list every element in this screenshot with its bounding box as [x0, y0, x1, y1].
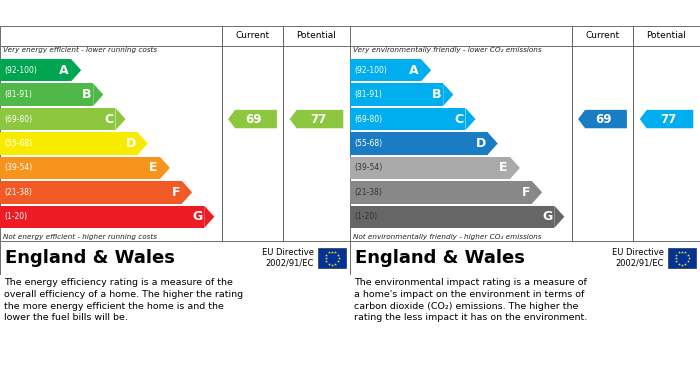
Polygon shape [554, 206, 564, 228]
Polygon shape [466, 108, 475, 130]
Polygon shape [488, 132, 498, 155]
Text: 69: 69 [596, 113, 612, 126]
Bar [0, 46, 222, 241]
Text: Energy Efficiency Rating: Energy Efficiency Rating [8, 7, 172, 20]
Text: (92-100): (92-100) [4, 66, 37, 75]
Text: Current: Current [235, 32, 270, 41]
Text: C: C [454, 113, 463, 126]
Text: England & Wales: England & Wales [355, 249, 525, 267]
Text: (39-54): (39-54) [354, 163, 382, 172]
Text: D: D [125, 137, 136, 150]
Bar [633, 26, 700, 46]
Bar [0, 108, 116, 130]
Text: (39-54): (39-54) [4, 163, 32, 172]
Text: Very energy efficient - lower running costs: Very energy efficient - lower running co… [3, 47, 157, 53]
Bar [222, 26, 283, 46]
Bar [0, 206, 204, 228]
Text: A: A [60, 64, 69, 77]
Text: (81-91): (81-91) [4, 90, 32, 99]
Bar [0, 181, 182, 204]
Text: G: G [542, 210, 552, 223]
Bar [350, 157, 510, 179]
Text: F: F [522, 186, 530, 199]
Polygon shape [578, 110, 627, 128]
Text: (81-91): (81-91) [354, 90, 382, 99]
Text: B: B [432, 88, 441, 101]
Bar [350, 108, 466, 130]
Text: 77: 77 [310, 113, 326, 126]
Text: Potential: Potential [647, 32, 687, 41]
Text: (21-38): (21-38) [354, 188, 382, 197]
Text: D: D [475, 137, 486, 150]
Text: Not energy efficient - higher running costs: Not energy efficient - higher running co… [3, 234, 157, 240]
Bar [0, 26, 222, 46]
Text: Not environmentally friendly - higher CO₂ emissions: Not environmentally friendly - higher CO… [353, 234, 542, 240]
Polygon shape [510, 157, 520, 179]
Text: Potential: Potential [297, 32, 337, 41]
Bar [283, 46, 350, 241]
Text: B: B [82, 88, 91, 101]
Text: C: C [104, 113, 113, 126]
Bar [0, 157, 160, 179]
Bar [318, 248, 346, 268]
Polygon shape [443, 83, 454, 106]
Bar [0, 59, 71, 81]
Text: Environmental Impact (CO₂) Rating: Environmental Impact (CO₂) Rating [358, 7, 591, 20]
Text: (69-80): (69-80) [4, 115, 32, 124]
Text: (55-68): (55-68) [354, 139, 382, 148]
Text: 69: 69 [246, 113, 262, 126]
Text: F: F [172, 186, 180, 199]
Text: The energy efficiency rating is a measure of the
overall efficiency of a home. T: The energy efficiency rating is a measur… [4, 278, 243, 323]
Bar [350, 181, 532, 204]
Text: 77: 77 [660, 113, 676, 126]
Polygon shape [116, 108, 125, 130]
Polygon shape [138, 132, 148, 155]
Bar [0, 83, 93, 106]
Bar [633, 46, 700, 241]
Text: G: G [192, 210, 202, 223]
Text: EU Directive
2002/91/EC: EU Directive 2002/91/EC [612, 248, 664, 268]
Text: England & Wales: England & Wales [5, 249, 175, 267]
Text: A: A [410, 64, 419, 77]
Bar [350, 26, 572, 46]
Bar [572, 26, 633, 46]
Bar [0, 132, 138, 155]
Bar [668, 248, 696, 268]
Bar [350, 83, 443, 106]
Text: (69-80): (69-80) [354, 115, 382, 124]
Text: (1-20): (1-20) [4, 212, 27, 221]
Bar [572, 46, 633, 241]
Bar [350, 46, 572, 241]
Polygon shape [160, 157, 170, 179]
Text: E: E [499, 161, 508, 174]
Text: (55-68): (55-68) [4, 139, 32, 148]
Polygon shape [204, 206, 214, 228]
Polygon shape [93, 83, 104, 106]
Polygon shape [290, 110, 343, 128]
Polygon shape [532, 181, 542, 204]
Bar [222, 46, 283, 241]
Polygon shape [71, 59, 81, 81]
Bar [350, 59, 421, 81]
Polygon shape [182, 181, 192, 204]
Bar [350, 132, 488, 155]
Text: (21-38): (21-38) [4, 188, 32, 197]
Bar [283, 26, 350, 46]
Polygon shape [640, 110, 693, 128]
Text: Very environmentally friendly - lower CO₂ emissions: Very environmentally friendly - lower CO… [353, 47, 542, 53]
Text: E: E [149, 161, 158, 174]
Text: EU Directive
2002/91/EC: EU Directive 2002/91/EC [262, 248, 314, 268]
Text: (1-20): (1-20) [354, 212, 377, 221]
Polygon shape [228, 110, 277, 128]
Text: The environmental impact rating is a measure of
a home's impact on the environme: The environmental impact rating is a mea… [354, 278, 587, 323]
Text: (92-100): (92-100) [354, 66, 387, 75]
Bar [350, 206, 554, 228]
Text: Current: Current [585, 32, 620, 41]
Polygon shape [421, 59, 431, 81]
